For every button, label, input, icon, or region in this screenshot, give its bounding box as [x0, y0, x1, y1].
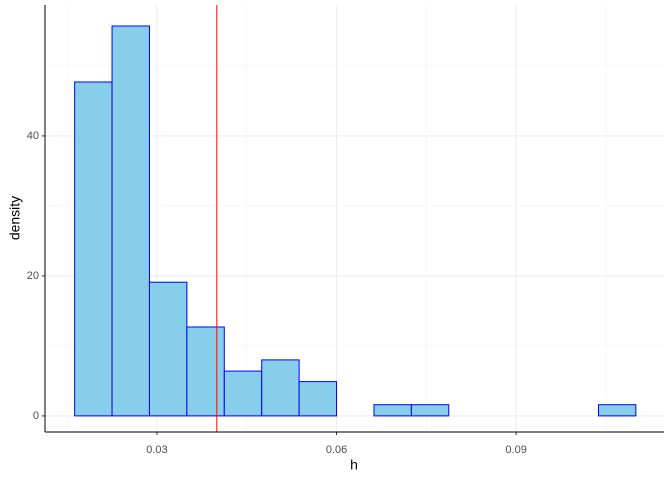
y-axis-title: density [7, 196, 23, 240]
bar [111, 25, 150, 417]
bar [74, 81, 113, 417]
x-axis-title: h [350, 457, 358, 473]
bar [223, 370, 263, 417]
x-tick-label: 0.09 [505, 444, 526, 456]
bar [410, 404, 450, 417]
bar [261, 359, 300, 417]
x-tick-label: 0.03 [146, 444, 167, 456]
y-tick-label: 40 [27, 130, 39, 142]
y-tick-label: 0 [33, 410, 39, 422]
bar [186, 326, 225, 417]
bar [148, 281, 188, 417]
x-tick-label: 0.06 [326, 444, 347, 456]
bar [373, 404, 412, 417]
y-tick-label: 20 [27, 270, 39, 282]
bar [597, 404, 637, 417]
bar [298, 381, 338, 417]
